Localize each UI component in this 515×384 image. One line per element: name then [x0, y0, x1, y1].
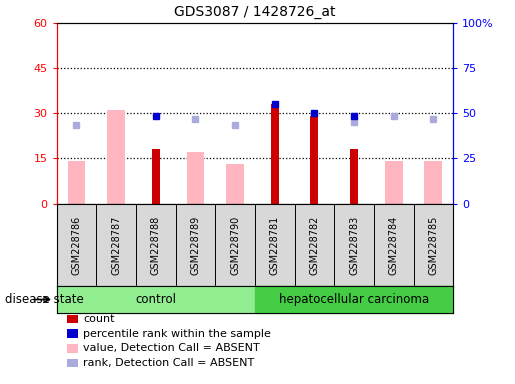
Text: control: control	[135, 293, 176, 306]
Text: value, Detection Call = ABSENT: value, Detection Call = ABSENT	[83, 343, 260, 353]
Text: GSM228788: GSM228788	[151, 216, 161, 275]
Bar	[186, 152, 204, 204]
Text: GSM228781: GSM228781	[270, 216, 280, 275]
Bar	[311, 116, 318, 204]
Text: count: count	[83, 314, 115, 324]
Bar	[107, 110, 125, 204]
Text: percentile rank within the sample: percentile rank within the sample	[83, 329, 271, 339]
Bar	[424, 161, 442, 204]
Bar	[350, 149, 358, 204]
Title: GDS3087 / 1428726_at: GDS3087 / 1428726_at	[174, 5, 336, 19]
Text: GSM228789: GSM228789	[191, 216, 200, 275]
Text: GSM228786: GSM228786	[72, 216, 81, 275]
Text: GSM228784: GSM228784	[389, 216, 399, 275]
Text: GSM228790: GSM228790	[230, 216, 240, 275]
Bar	[385, 161, 403, 204]
Bar	[271, 104, 279, 204]
Text: GSM228782: GSM228782	[310, 216, 319, 275]
Bar	[226, 164, 244, 204]
Bar	[152, 149, 160, 204]
Text: GSM228787: GSM228787	[111, 216, 121, 275]
Bar	[255, 286, 453, 313]
Text: rank, Detection Call = ABSENT: rank, Detection Call = ABSENT	[83, 358, 255, 368]
Text: disease state: disease state	[5, 293, 84, 306]
Text: hepatocellular carcinoma: hepatocellular carcinoma	[279, 293, 429, 306]
Text: GSM228785: GSM228785	[428, 216, 438, 275]
Bar	[57, 286, 255, 313]
Bar	[67, 161, 85, 204]
Text: GSM228783: GSM228783	[349, 216, 359, 275]
